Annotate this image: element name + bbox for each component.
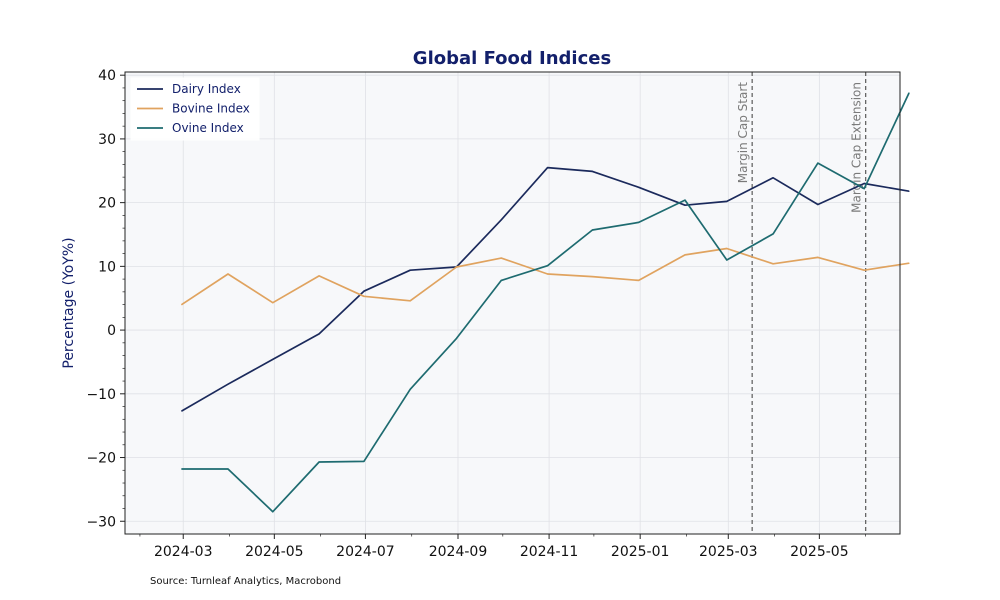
annotation-label: Margin Cap Start	[736, 82, 750, 184]
y-axis-label: Percentage (YoY%)	[61, 237, 77, 368]
data-point	[726, 247, 728, 250]
data-point	[908, 262, 910, 264]
data-point	[638, 279, 640, 281]
data-point	[908, 190, 910, 192]
data-point	[227, 383, 229, 385]
y-tick-label: 20	[98, 196, 116, 212]
annotations: Margin Cap Start Margin Cap Extension	[736, 72, 867, 534]
x-tick-label: 2025-05	[790, 544, 849, 560]
data-point	[181, 304, 183, 306]
y-tick-label: −30	[86, 514, 116, 530]
data-point	[363, 460, 365, 462]
data-point	[272, 358, 274, 360]
chart-title: Global Food Indices	[413, 48, 611, 69]
data-point	[181, 468, 183, 470]
data-point	[409, 388, 411, 390]
data-point	[547, 265, 549, 267]
data-point	[500, 257, 502, 259]
x-tick-label: 2025-03	[699, 544, 758, 560]
data-point	[684, 199, 686, 201]
data-point	[363, 295, 365, 297]
grid	[125, 72, 900, 534]
data-point	[726, 200, 728, 202]
legend-label: Ovine Index	[172, 121, 244, 135]
data-point	[318, 275, 320, 277]
y-tick-label: −10	[86, 387, 116, 403]
data-point	[318, 333, 320, 335]
data-point	[638, 221, 640, 223]
data-point	[547, 273, 549, 275]
x-tick-label: 2024-03	[154, 544, 213, 560]
data-point	[772, 263, 774, 265]
data-point	[455, 337, 458, 339]
data-point	[772, 177, 774, 179]
data-point	[772, 233, 774, 235]
axes: 40 30 20 10 0 −10 −20 −30 2024-03 2024-05 2024-07 2…	[86, 68, 867, 560]
y-tick-label: −20	[86, 451, 116, 467]
x-tick-label: 2024-09	[429, 544, 488, 560]
x-tick-label: 2024-07	[336, 544, 395, 560]
data-point	[272, 511, 274, 513]
data-point	[684, 254, 686, 256]
data-point	[318, 461, 320, 463]
x-tick-label: 2025-01	[611, 544, 670, 560]
data-point	[272, 302, 274, 304]
data-point	[409, 300, 411, 302]
data-point	[863, 182, 865, 185]
data-point	[638, 186, 640, 188]
data-point	[500, 279, 502, 281]
x-tick-label: 2024-05	[245, 544, 304, 560]
legend-label: Bovine Index	[172, 102, 250, 116]
legend[interactable]: Dairy Index Bovine Index Ovine Index	[130, 77, 260, 141]
data-point	[726, 259, 728, 261]
source-note: Source: Turnleaf Analytics, Macrobond	[150, 576, 342, 587]
data-point	[863, 269, 865, 271]
data-point	[684, 204, 686, 206]
legend-label: Dairy Index	[172, 82, 241, 96]
data-point	[591, 170, 594, 172]
data-point	[227, 273, 229, 275]
data-point	[817, 162, 819, 164]
data-point	[227, 468, 229, 470]
y-tick-label: 0	[107, 323, 116, 339]
data-point	[181, 410, 183, 412]
x-tick-label: 2024-11	[520, 544, 579, 560]
data-point	[863, 188, 865, 190]
data-point	[908, 92, 910, 94]
data-point	[591, 229, 594, 231]
plot-frame	[124, 71, 901, 535]
data-point	[500, 219, 502, 221]
y-tick-label: 10	[98, 259, 116, 275]
data-point	[817, 256, 819, 258]
data-point	[455, 266, 458, 268]
y-tick-label: 30	[98, 132, 116, 148]
annotation-label: Margin Cap Extension	[850, 82, 864, 213]
y-tick-label: 40	[98, 68, 116, 84]
series	[181, 92, 910, 513]
data-point	[409, 269, 411, 271]
data-point	[591, 276, 594, 278]
plot-area	[125, 72, 900, 534]
data-point	[547, 167, 549, 169]
data-point	[363, 290, 365, 292]
data-point	[817, 203, 819, 206]
